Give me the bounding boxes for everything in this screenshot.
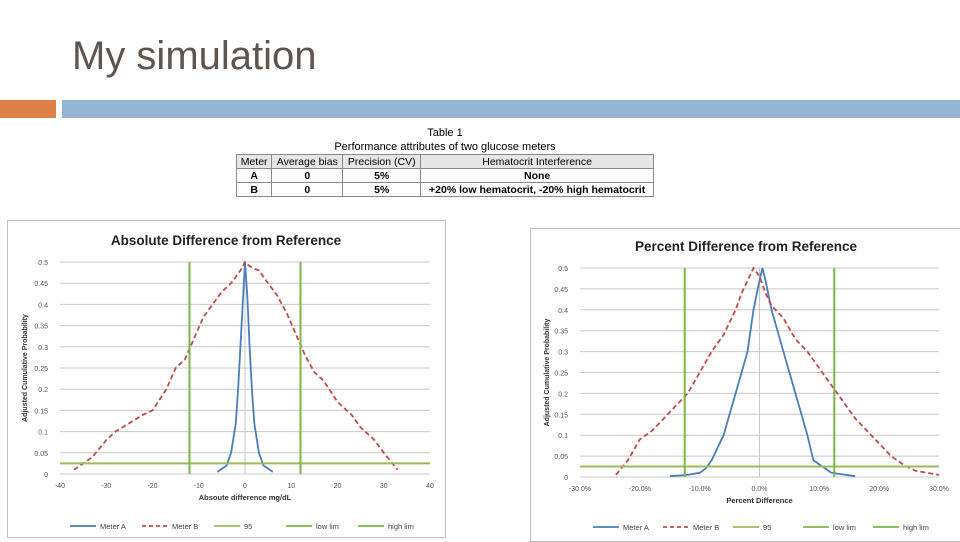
x-tick-label: 0.0% bbox=[752, 486, 768, 493]
y-tick-label: 0.3 bbox=[558, 350, 568, 357]
y-tick-label: 0.05 bbox=[554, 454, 568, 461]
legend-label-meter-a: Meter A bbox=[100, 522, 126, 531]
legend-label-95: 95 bbox=[244, 522, 252, 531]
table-cell: 0 bbox=[271, 182, 344, 197]
table-subtitle: Performance attributes of two glucose me… bbox=[334, 141, 556, 153]
y-tick-label: 0.4 bbox=[38, 302, 48, 309]
legend-label-high-lim: high lim bbox=[903, 523, 929, 532]
y-axis-label: Adjusted Cumulative Probability bbox=[544, 319, 551, 427]
legend-label-meter-a: Meter A bbox=[623, 523, 649, 532]
x-tick-label: -30 bbox=[101, 483, 111, 490]
table-cell: B bbox=[235, 182, 273, 197]
percent-difference-chart: Percent Difference from Reference 0 0.05 0.… bbox=[544, 239, 949, 532]
table-header-hematocrit: Hematocrit Interference bbox=[420, 154, 654, 169]
x-axis-label: Absoute difference mg/dL bbox=[199, 493, 292, 502]
y-tick-label: 0.15 bbox=[554, 412, 568, 419]
chart-title: Percent Difference from Reference bbox=[635, 239, 858, 254]
y-tick-label: 0.1 bbox=[558, 433, 568, 440]
accent-bar-left bbox=[0, 100, 56, 118]
table-header-bias: Average bias bbox=[271, 154, 344, 169]
table-row: B 0 5% +20% low hematocrit, -20% high he… bbox=[235, 182, 654, 197]
y-tick-label: 0.35 bbox=[554, 329, 568, 336]
series-meter-b-line bbox=[615, 266, 940, 476]
table-cell: 5% bbox=[342, 182, 422, 197]
y-tick-label: 0.4 bbox=[558, 308, 568, 315]
x-tick-label: 0 bbox=[243, 483, 247, 490]
x-tick-label: 40 bbox=[426, 483, 434, 490]
x-tick-label: -10.0% bbox=[689, 486, 711, 493]
series-meter-b-line bbox=[73, 260, 399, 471]
x-tick-label: 20 bbox=[334, 483, 342, 490]
y-tick-label: 0.3 bbox=[38, 345, 48, 352]
x-tick-label: -40 bbox=[55, 483, 65, 490]
x-tick-label: -30.0% bbox=[569, 486, 591, 493]
x-tick-label: 30 bbox=[380, 483, 388, 490]
table-caption: Table 1 bbox=[427, 127, 463, 139]
table-cell: +20% low hematocrit, -20% high hematocri… bbox=[420, 182, 654, 197]
legend-label-meter-b: Meter B bbox=[693, 523, 719, 532]
legend-label-95: 95 bbox=[763, 523, 771, 532]
x-axis-label: Percent Difference bbox=[726, 496, 792, 505]
x-tick-label: -20 bbox=[147, 483, 157, 490]
y-tick-label: 0.45 bbox=[554, 287, 568, 294]
y-tick-label: 0.25 bbox=[554, 371, 568, 378]
y-tick-label: 0.2 bbox=[38, 387, 48, 394]
y-tick-label: 0 bbox=[564, 475, 568, 482]
table-cell: 0 bbox=[271, 168, 344, 183]
y-tick-label: 0.5 bbox=[558, 266, 568, 273]
table-header-precision: Precision (CV) bbox=[342, 154, 422, 169]
table-cell: A bbox=[235, 168, 273, 183]
chart-panel-absolute: Absolute Difference from Reference 0 0.05 0… bbox=[7, 220, 446, 538]
legend-label-low-lim: low lim bbox=[316, 522, 339, 531]
legend-label-high-lim: high lim bbox=[388, 522, 414, 531]
x-tick-label: 10 bbox=[287, 483, 295, 490]
y-tick-label: 0.15 bbox=[34, 408, 48, 415]
legend-label-low-lim: low lim bbox=[833, 523, 856, 532]
table-header-meter: Meter bbox=[235, 154, 273, 169]
absolute-difference-chart: Absolute Difference from Reference 0 0.05 0… bbox=[22, 233, 434, 531]
series-meter-a-line bbox=[669, 267, 856, 478]
y-tick-label: 0 bbox=[44, 472, 48, 479]
y-axis-label: Adjusted Cumulative Probability bbox=[22, 314, 29, 422]
y-tick-label: 0.25 bbox=[34, 366, 48, 373]
x-tick-label: 10.0% bbox=[809, 486, 829, 493]
y-tick-label: 0.05 bbox=[34, 451, 48, 458]
x-tick-label: -10 bbox=[194, 483, 204, 490]
y-tick-label: 0.2 bbox=[558, 391, 568, 398]
y-tick-label: 0.35 bbox=[34, 324, 48, 331]
chart-panel-percent: Percent Difference from Reference 0 0.05 0.… bbox=[530, 228, 960, 542]
meter-table-block: Table 1 Performance attributes of two gl… bbox=[235, 126, 654, 197]
table-row: A 0 5% None bbox=[235, 168, 654, 183]
table-cell: None bbox=[420, 168, 654, 183]
y-tick-label: 0.5 bbox=[38, 260, 48, 267]
meter-table: Meter Average bias Precision (CV) Hemato… bbox=[235, 154, 654, 197]
accent-bar-right bbox=[62, 100, 960, 118]
slide-title: My simulation bbox=[72, 34, 317, 78]
legend-label-meter-b: Meter B bbox=[172, 522, 198, 531]
y-tick-label: 0.45 bbox=[34, 281, 48, 288]
x-tick-label: 20.0% bbox=[869, 486, 889, 493]
y-tick-label: 0.1 bbox=[38, 430, 48, 437]
table-cell: 5% bbox=[342, 168, 422, 183]
x-tick-label: 30.0% bbox=[929, 486, 949, 493]
x-tick-label: -20.0% bbox=[629, 486, 651, 493]
chart-title: Absolute Difference from Reference bbox=[111, 233, 342, 248]
